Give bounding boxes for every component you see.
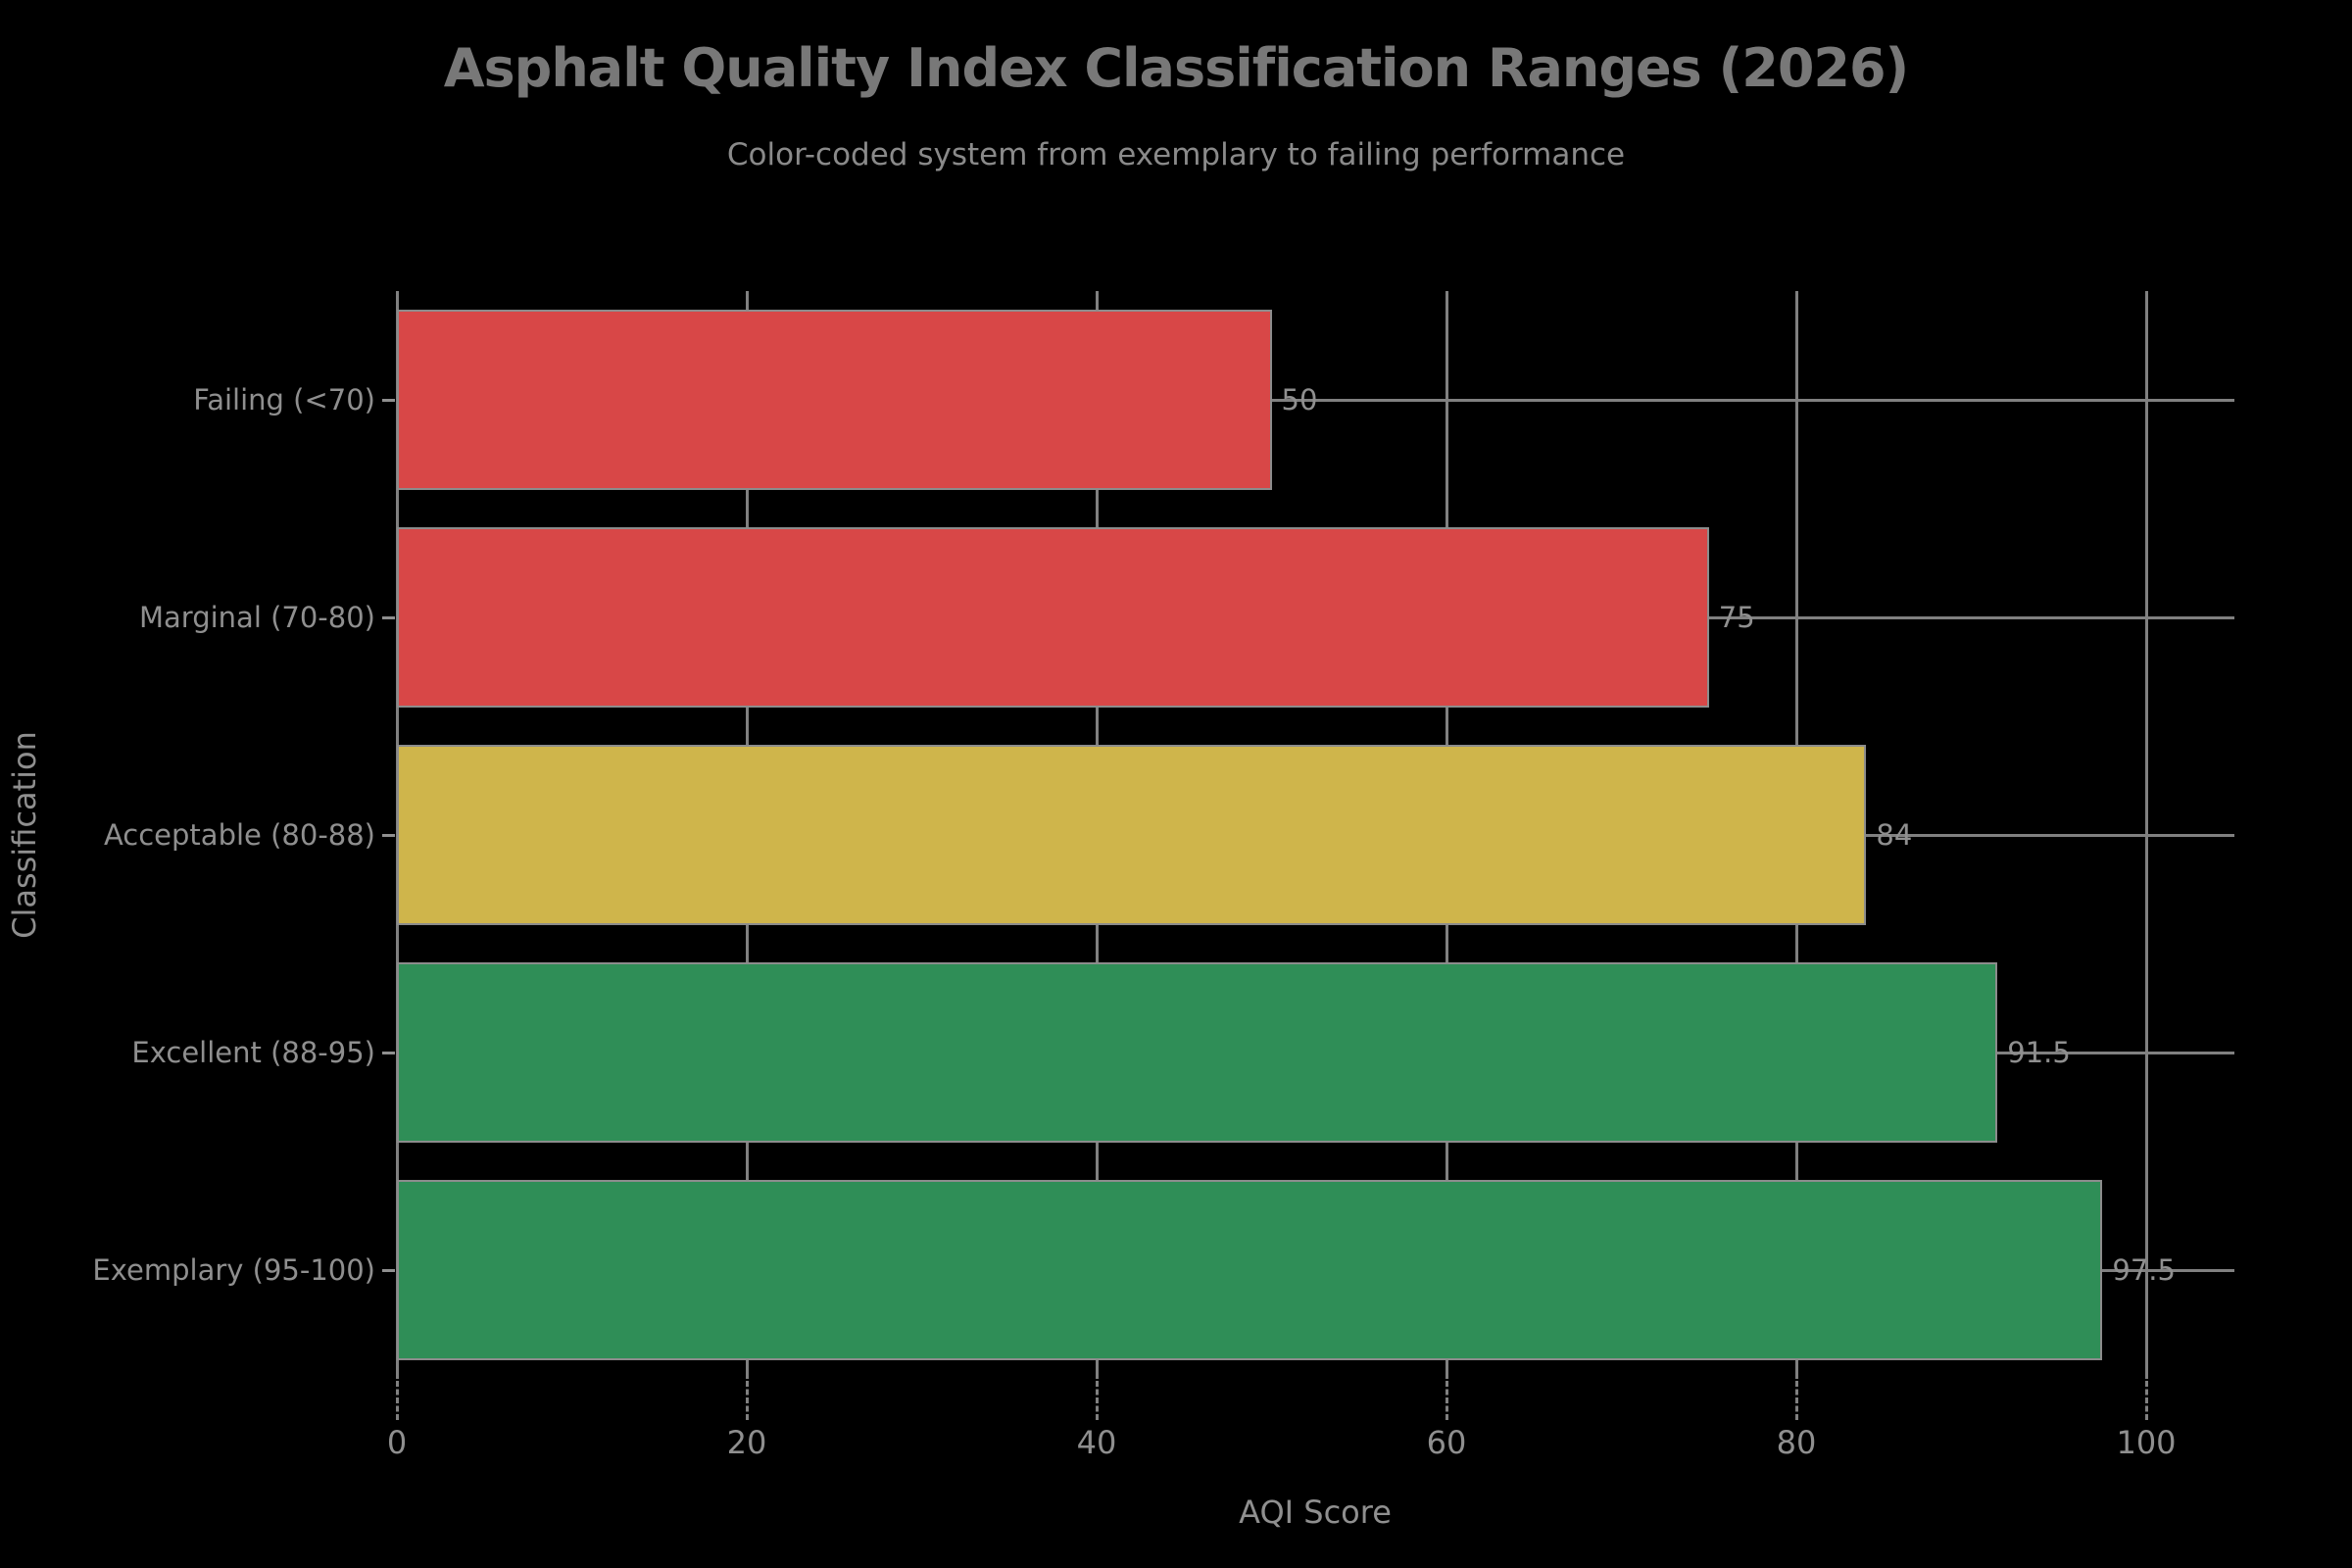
y-tick-mark	[382, 398, 395, 402]
bar	[397, 527, 1709, 708]
bar-value-label: 84	[1876, 818, 1913, 852]
x-tick-mark	[745, 1381, 749, 1420]
bar-value-label: 50	[1281, 383, 1318, 416]
y-tick-mark	[382, 615, 395, 619]
y-tick-mark	[382, 833, 395, 837]
x-tick-label: 80	[1776, 1424, 1817, 1461]
bar-value-label: 91.5	[2007, 1036, 2071, 1069]
bar	[397, 1180, 2103, 1360]
h-gridline	[397, 398, 2234, 402]
bar	[397, 745, 1867, 925]
x-tick-label: 60	[1426, 1424, 1467, 1461]
y-tick-mark	[382, 1051, 395, 1054]
bar	[397, 962, 1998, 1143]
x-tick-label: 100	[2116, 1424, 2177, 1461]
y-tick-label: Acceptable (80-88)	[103, 818, 375, 852]
y-tick-label: Failing (<70)	[193, 383, 375, 416]
x-tick-mark	[1095, 1381, 1099, 1420]
y-tick-mark	[382, 1268, 395, 1272]
bar	[397, 310, 1272, 490]
y-axis-title: Classification	[6, 731, 43, 939]
y-tick-label: Marginal (70-80)	[139, 601, 375, 634]
chart-title: Asphalt Quality Index Classification Ran…	[443, 37, 1909, 99]
x-tick-label: 40	[1076, 1424, 1117, 1461]
x-tick-label: 20	[726, 1424, 767, 1461]
x-tick-mark	[2144, 1381, 2148, 1420]
x-tick-mark	[1794, 1381, 1798, 1420]
bar-value-label: 97.5	[2112, 1253, 2176, 1287]
x-tick-label: 0	[386, 1424, 408, 1461]
bar-value-label: 75	[1718, 601, 1755, 634]
y-tick-label: Exemplary (95-100)	[92, 1253, 375, 1287]
x-tick-mark	[1445, 1381, 1448, 1420]
y-tick-label: Excellent (88-95)	[131, 1036, 375, 1069]
chart-subtitle: Color-coded system from exemplary to fai…	[726, 137, 1626, 172]
x-tick-mark	[395, 1381, 399, 1420]
x-axis-title: AQI Score	[1239, 1494, 1392, 1531]
